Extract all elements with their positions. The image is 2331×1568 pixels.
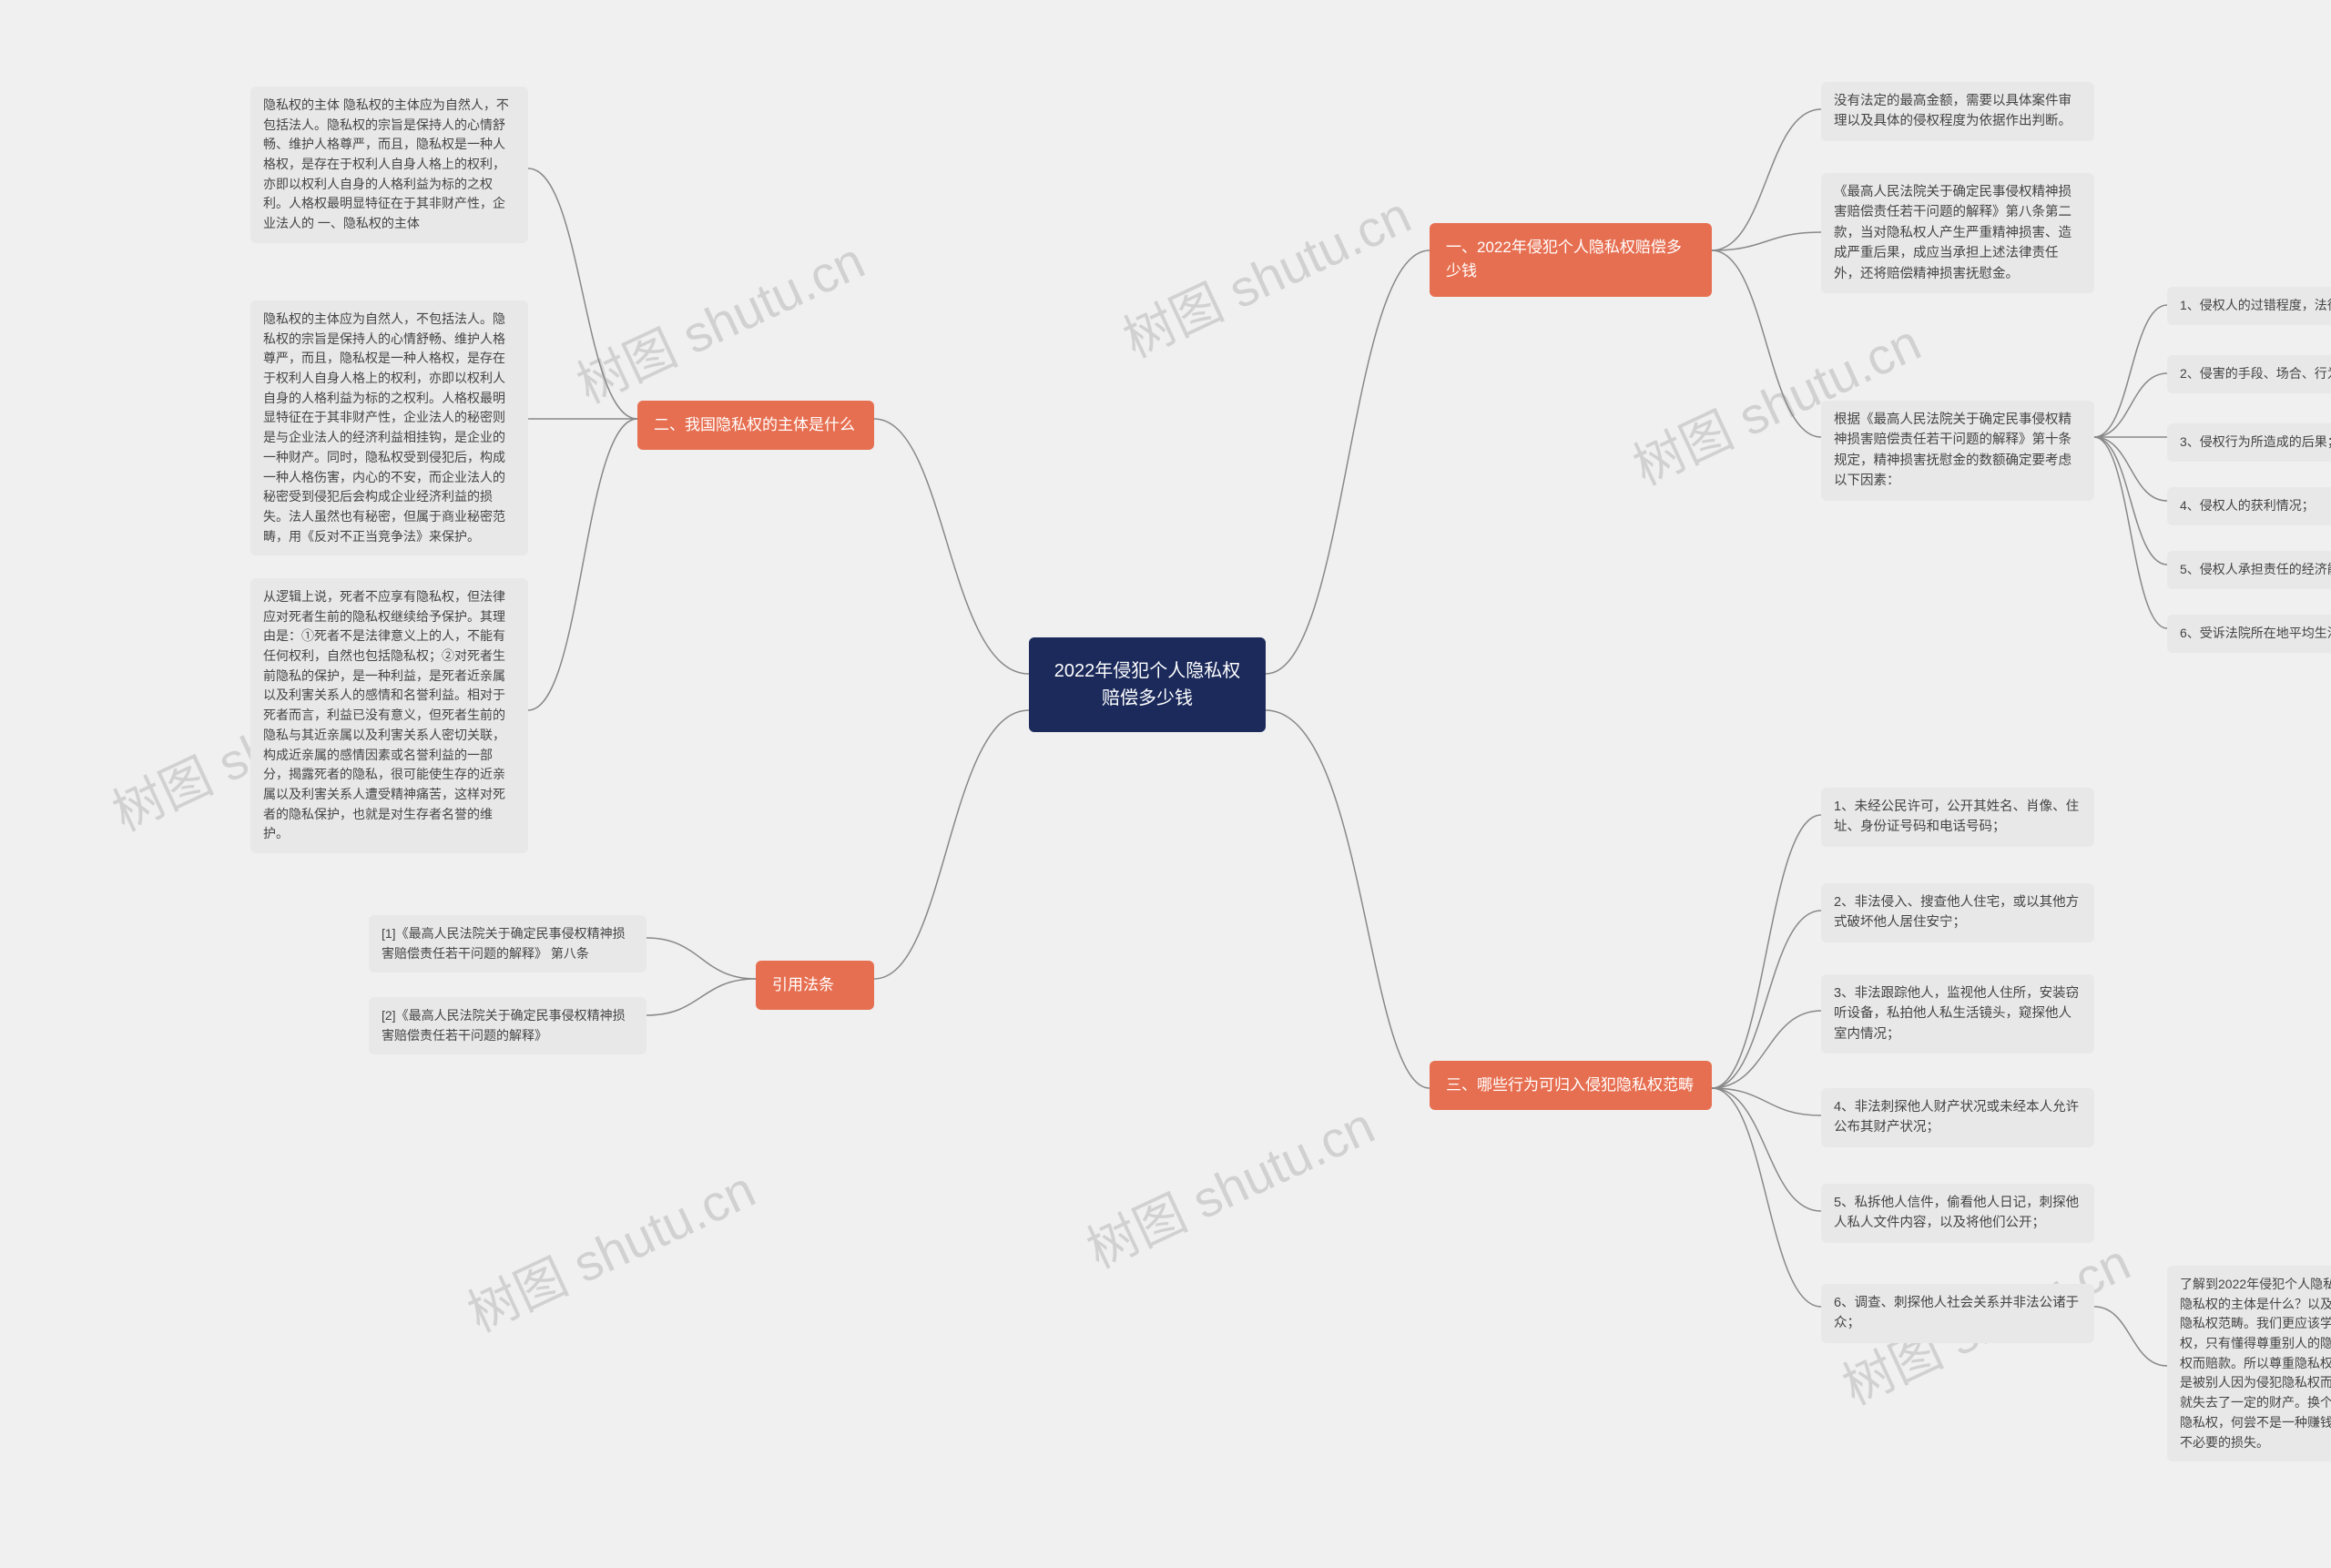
branch-2: 二、我国隐私权的主体是什么 bbox=[637, 401, 874, 450]
b3-leaf-5: 5、私拆他人信件，偷看他人日记，刺探他人私人文件内容，以及将他们公开； bbox=[1821, 1184, 2094, 1243]
b2-leaf-1: 隐私权的主体 隐私权的主体应为自然人，不包括法人。隐私权的宗旨是保持人的心情舒畅… bbox=[250, 87, 528, 243]
root-node: 2022年侵犯个人隐私权赔偿多少钱 bbox=[1029, 637, 1266, 732]
b1-leaf-1: 没有法定的最高金额，需要以具体案件审理以及具体的侵权程度为依据作出判断。 bbox=[1821, 82, 2094, 141]
b3-leaf-1: 1、未经公民许可，公开其姓名、肖像、住址、身份证号码和电话号码； bbox=[1821, 788, 2094, 847]
b1-leaf-2: 《最高人民法院关于确定民事侵权精神损害赔偿责任若干问题的解释》第八条第二款，当对… bbox=[1821, 173, 2094, 293]
cite-leaf-2: [2]《最高人民法院关于确定民事侵权精神损害赔偿责任若干问题的解释》 bbox=[369, 997, 646, 1054]
b2-leaf-2: 隐私权的主体应为自然人，不包括法人。隐私权的宗旨是保持人的心情舒畅、维护人格尊严… bbox=[250, 300, 528, 555]
watermark: 树图 shutu.cn bbox=[1110, 175, 1421, 372]
b3-leaf-4: 4、非法刺探他人财产状况或未经本人允许公布其财产状况； bbox=[1821, 1088, 2094, 1147]
b1-sub-item-3: 3、侵权行为所造成的后果； bbox=[2167, 423, 2331, 462]
b3-leaf-6: 6、调查、刺探他人社会关系并非法公诸于众； bbox=[1821, 1284, 2094, 1343]
branch-3: 三、哪些行为可归入侵犯隐私权范畴 bbox=[1430, 1061, 1712, 1110]
watermark: 树图 shutu.cn bbox=[564, 220, 875, 418]
b1-sub-item-1: 1、侵权人的过错程度，法律另有规定的除外； bbox=[2167, 287, 2331, 325]
watermark: 树图 shutu.cn bbox=[1074, 1085, 1385, 1283]
branch-cite: 引用法条 bbox=[756, 961, 874, 1010]
b3-tail: 了解到2022年侵犯个人隐私权赔偿多少钱？我国隐私权的主体是什么？以及哪些行为可… bbox=[2167, 1266, 2331, 1461]
b1-sub: 根据《最高人民法院关于确定民事侵权精神损害赔偿责任若干问题的解释》第十条规定，精… bbox=[1821, 401, 2094, 501]
cite-leaf-1: [1]《最高人民法院关于确定民事侵权精神损害赔偿责任若干问题的解释》 第八条 bbox=[369, 915, 646, 972]
b1-sub-item-5: 5、侵权人承担责任的经济能力； bbox=[2167, 551, 2331, 589]
b1-sub-item-4: 4、侵权人的获利情况； bbox=[2167, 487, 2331, 525]
b2-leaf-3: 从逻辑上说，死者不应享有隐私权，但法律应对死者生前的隐私权继续给予保护。其理由是… bbox=[250, 578, 528, 853]
watermark: 树图 shutu.cn bbox=[454, 1149, 766, 1347]
branch-1: 一、2022年侵犯个人隐私权赔偿多少钱 bbox=[1430, 223, 1712, 297]
b3-leaf-3: 3、非法跟踪他人，监视他人住所，安装窃听设备，私拍他人私生活镜头，窥探他人室内情… bbox=[1821, 974, 2094, 1054]
b3-leaf-2: 2、非法侵入、搜查他人住宅，或以其他方式破坏他人居住安宁； bbox=[1821, 883, 2094, 942]
b1-sub-item-2: 2、侵害的手段、场合、行为方式等具体情节； bbox=[2167, 355, 2331, 393]
b1-sub-item-6: 6、受诉法院所在地平均生活水平。 bbox=[2167, 615, 2331, 653]
